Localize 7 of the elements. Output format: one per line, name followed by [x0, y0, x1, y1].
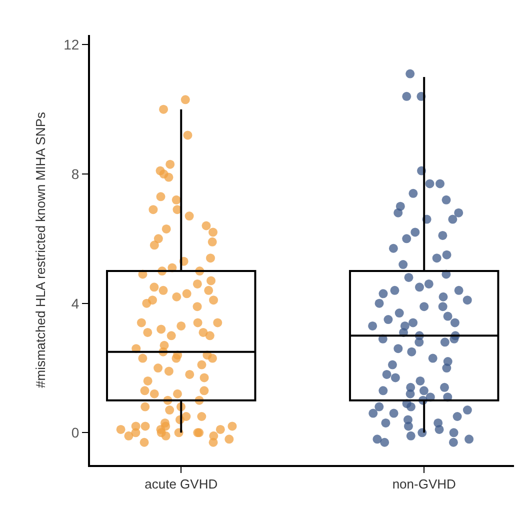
- y-tick-label: 12: [64, 36, 80, 53]
- x-tick-label: acute GVHD: [144, 476, 218, 492]
- x-tick-label: non-GVHD: [392, 476, 456, 492]
- y-tick-label: 4: [71, 295, 80, 312]
- y-tick-label: 0: [71, 424, 80, 441]
- y-tick-label: 8: [71, 166, 80, 182]
- y-axis-title: #mismatched HLA restricted known MIHA SNPs: [33, 112, 48, 388]
